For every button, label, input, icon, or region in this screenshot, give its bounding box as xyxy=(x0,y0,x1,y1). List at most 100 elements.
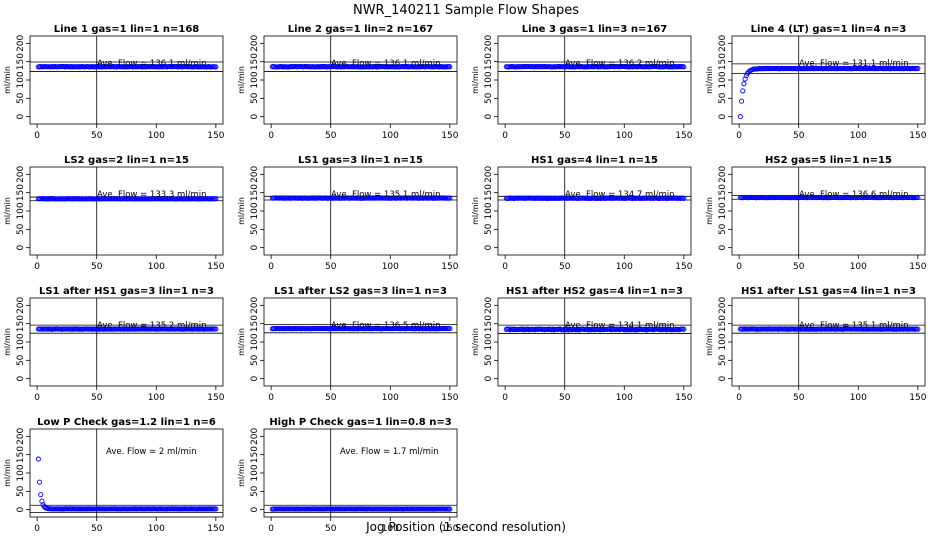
x-tick-label: 0 xyxy=(268,393,274,403)
plot-frame xyxy=(263,428,458,518)
plot-area xyxy=(30,298,223,386)
x-tick-label: 100 xyxy=(382,131,399,141)
y-tick-label: 0 xyxy=(16,507,26,513)
data-point xyxy=(681,195,687,201)
y-tick-label: 50 xyxy=(484,92,494,104)
panel-8: HS2 gas=5 lin=1 n=15 ml/min Ave. Flow = 13… xyxy=(705,155,927,272)
data-point xyxy=(915,65,921,72)
panel-title: HS2 gas=5 lin=1 n=15 xyxy=(765,155,892,166)
x-tick-label: 100 xyxy=(382,524,399,534)
y-tick-label: 200 xyxy=(16,427,26,444)
plot-area xyxy=(264,298,457,386)
y-tick-label: 150 xyxy=(718,315,728,332)
data-point xyxy=(213,64,219,70)
y-axis-label: ml/min xyxy=(471,66,480,94)
y-tick-label: 200 xyxy=(484,296,494,313)
x-tick-label: 150 xyxy=(207,262,224,272)
y-tick-label: 0 xyxy=(16,245,26,251)
plot-frame xyxy=(731,35,926,125)
panel-title: Line 3 gas=1 lin=3 n=167 xyxy=(522,24,668,35)
y-tick-label: 100 xyxy=(718,333,728,350)
average-flow-annotation: Ave. Flow = 131.1 ml/min xyxy=(799,59,908,69)
x-tick-label: 0 xyxy=(34,262,40,272)
panel-10: LS1 after LS2 gas=3 lin=1 n=3 ml/min Ave. … xyxy=(237,286,459,403)
y-tick-label: 150 xyxy=(16,315,26,332)
y-tick-label: 100 xyxy=(250,333,260,350)
x-tick-label: 0 xyxy=(502,131,508,141)
y-axis-label: ml/min xyxy=(237,66,246,94)
plot-frame xyxy=(731,297,926,387)
x-tick-label: 0 xyxy=(502,393,508,403)
panel-1: Line 1 gas=1 lin=1 n=168 ml/min Ave. Flow … xyxy=(3,24,225,141)
y-tick-label: 200 xyxy=(250,296,260,313)
x-tick-label: 100 xyxy=(382,262,399,272)
data-point xyxy=(915,326,921,332)
x-tick-label: 0 xyxy=(34,524,40,534)
x-tick-label: 100 xyxy=(148,262,165,272)
average-flow-annotation: Ave. Flow = 2 ml/min xyxy=(106,447,197,457)
y-tick-label: 200 xyxy=(718,165,728,182)
plot-area xyxy=(30,167,223,255)
x-tick-label: 50 xyxy=(325,393,337,403)
data-point xyxy=(681,64,687,70)
y-axis-label: ml/min xyxy=(3,66,12,94)
x-tick-label: 50 xyxy=(325,131,337,141)
data-point xyxy=(447,195,453,201)
x-tick-label: 100 xyxy=(850,131,867,141)
y-tick-label: 50 xyxy=(718,92,728,104)
y-tick-label: 0 xyxy=(718,114,728,120)
x-tick-label: 150 xyxy=(909,131,926,141)
data-point xyxy=(575,326,581,332)
x-tick-label: 150 xyxy=(441,393,458,403)
x-tick-label: 0 xyxy=(268,524,274,534)
y-axis-label: ml/min xyxy=(237,197,246,225)
x-tick-label: 150 xyxy=(441,524,458,534)
y-tick-label: 150 xyxy=(16,446,26,463)
x-tick-label: 150 xyxy=(207,524,224,534)
y-tick-label: 200 xyxy=(250,34,260,51)
y-tick-label: 200 xyxy=(718,34,728,51)
plot-frame xyxy=(731,166,926,256)
x-tick-label: 0 xyxy=(268,262,274,272)
y-tick-label: 200 xyxy=(718,296,728,313)
plot-area xyxy=(732,167,925,255)
x-tick-label: 50 xyxy=(793,131,805,141)
panel-11: HS1 after HS2 gas=4 lin=1 n=3 ml/min Ave. … xyxy=(471,286,693,403)
x-tick-label: 0 xyxy=(34,131,40,141)
plot-frame xyxy=(263,35,458,125)
y-axis-label: ml/min xyxy=(705,197,714,225)
y-tick-label: 100 xyxy=(484,71,494,88)
y-tick-label: 200 xyxy=(16,165,26,182)
panel-title: Low P Check gas=1.2 lin=1 n=6 xyxy=(37,417,216,428)
y-axis-label: ml/min xyxy=(237,459,246,487)
y-tick-label: 0 xyxy=(16,114,26,120)
panel-title: LS1 after LS2 gas=3 lin=1 n=3 xyxy=(274,286,447,297)
y-tick-label: 200 xyxy=(250,165,260,182)
data-point xyxy=(633,327,639,333)
plot-area xyxy=(30,429,223,517)
y-axis-label: ml/min xyxy=(3,459,12,487)
y-tick-label: 200 xyxy=(16,296,26,313)
panel-title: HS1 gas=4 lin=1 n=15 xyxy=(531,155,658,166)
x-tick-label: 0 xyxy=(736,262,742,272)
data-point xyxy=(915,194,921,200)
y-tick-label: 0 xyxy=(484,245,494,251)
y-tick-label: 0 xyxy=(484,376,494,382)
y-tick-label: 150 xyxy=(718,53,728,70)
y-tick-label: 200 xyxy=(484,34,494,51)
y-axis-label: ml/min xyxy=(471,328,480,356)
panel-title: HS1 after LS1 gas=4 lin=1 n=3 xyxy=(741,286,916,297)
y-axis-label: ml/min xyxy=(3,328,12,356)
plot-frame xyxy=(29,297,224,387)
y-tick-label: 50 xyxy=(250,485,260,497)
plot-area xyxy=(264,429,457,517)
plot-area xyxy=(498,36,691,124)
y-tick-label: 150 xyxy=(250,446,260,463)
data-point xyxy=(447,326,453,332)
y-axis-label: ml/min xyxy=(705,66,714,94)
plot-frame xyxy=(29,166,224,256)
x-tick-label: 0 xyxy=(34,393,40,403)
plot-area xyxy=(264,36,457,124)
x-tick-label: 150 xyxy=(675,393,692,403)
x-tick-label: 0 xyxy=(502,262,508,272)
